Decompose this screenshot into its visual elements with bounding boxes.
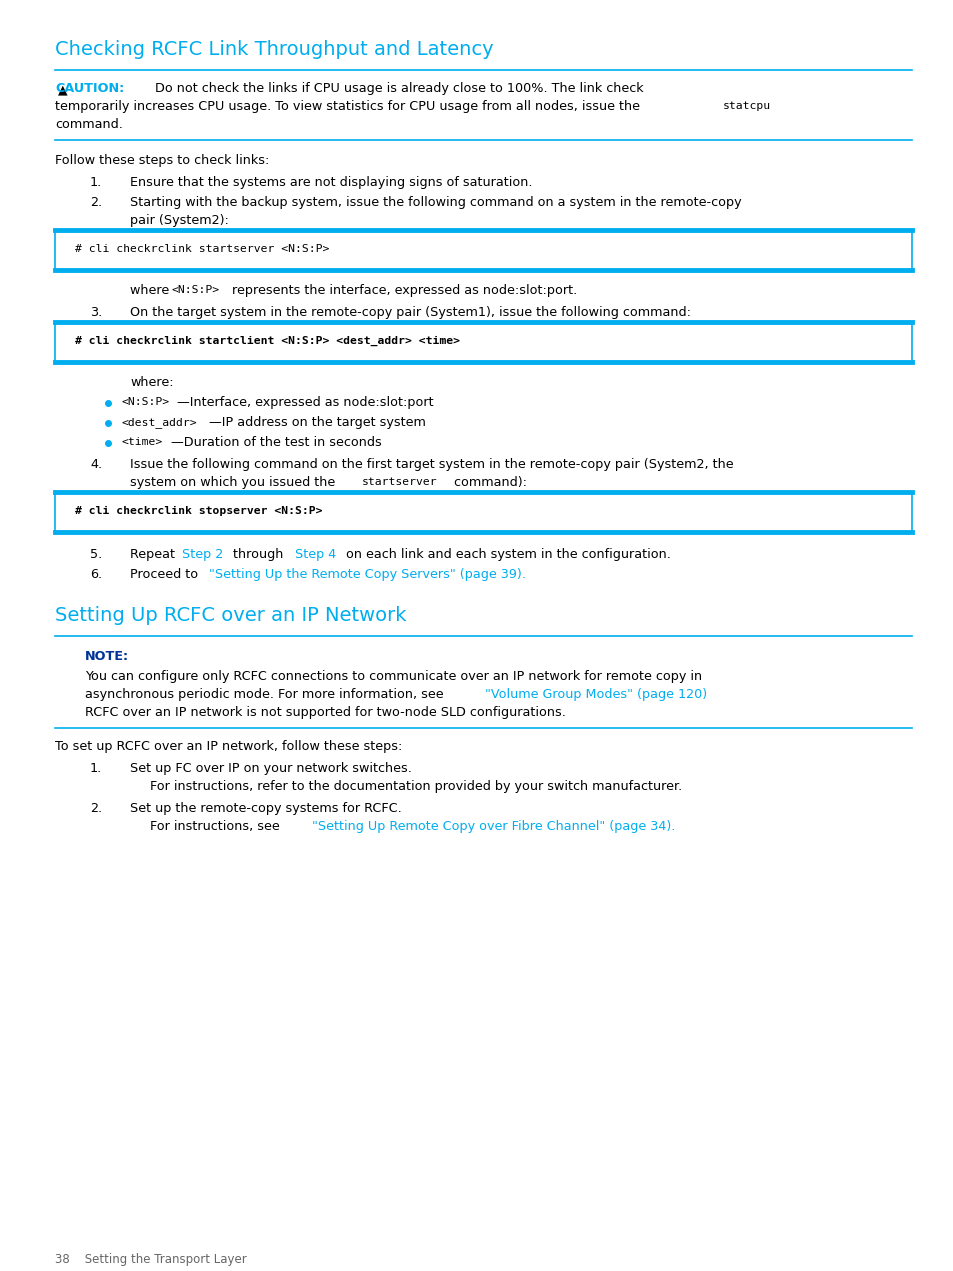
- Text: "Volume Group Modes" (page 120): "Volume Group Modes" (page 120): [484, 688, 706, 702]
- Text: Issue the following command on the first target system in the remote-copy pair (: Issue the following command on the first…: [130, 458, 733, 472]
- Text: Setting Up RCFC over an IP Network: Setting Up RCFC over an IP Network: [55, 606, 406, 625]
- Text: Repeat: Repeat: [130, 548, 179, 561]
- Text: command.: command.: [55, 118, 123, 131]
- Text: <time>: <time>: [122, 437, 163, 447]
- Text: # cli checkrclink stopserver <N:S:P>: # cli checkrclink stopserver <N:S:P>: [75, 506, 322, 516]
- Text: Step 2: Step 2: [182, 548, 223, 561]
- Text: asynchronous periodic mode. For more information, see: asynchronous periodic mode. For more inf…: [85, 688, 447, 702]
- Text: command):: command):: [450, 477, 526, 489]
- Text: "Setting Up the Remote Copy Servers" (page 39).: "Setting Up the Remote Copy Servers" (pa…: [209, 568, 525, 581]
- Text: 2.: 2.: [90, 802, 102, 815]
- Text: <dest_addr>: <dest_addr>: [122, 417, 197, 428]
- Text: CAUTION:: CAUTION:: [55, 83, 124, 95]
- Text: Set up FC over IP on your network switches.: Set up FC over IP on your network switch…: [130, 763, 412, 775]
- Text: 38    Setting the Transport Layer: 38 Setting the Transport Layer: [55, 1253, 247, 1266]
- Text: 4.: 4.: [90, 458, 102, 472]
- Text: "Setting Up Remote Copy over Fibre Channel" (page 34).: "Setting Up Remote Copy over Fibre Chann…: [312, 820, 675, 833]
- Text: —Interface, expressed as node:slot:port: —Interface, expressed as node:slot:port: [177, 397, 434, 409]
- Text: where:: where:: [130, 376, 173, 389]
- Text: 5.: 5.: [90, 548, 102, 561]
- Text: Starting with the backup system, issue the following command on a system in the : Starting with the backup system, issue t…: [130, 196, 740, 208]
- Text: 3.: 3.: [90, 306, 102, 319]
- Text: Ensure that the systems are not displaying signs of saturation.: Ensure that the systems are not displayi…: [130, 175, 532, 189]
- Text: pair (System2):: pair (System2):: [130, 214, 229, 228]
- Text: statcpu: statcpu: [722, 100, 770, 111]
- Text: —IP address on the target system: —IP address on the target system: [209, 416, 425, 430]
- Text: startserver: startserver: [361, 477, 437, 487]
- Text: represents the interface, expressed as node:slot:port.: represents the interface, expressed as n…: [228, 283, 577, 297]
- Text: Step 4: Step 4: [294, 548, 335, 561]
- Text: On the target system in the remote-copy pair (System1), issue the following comm: On the target system in the remote-copy …: [130, 306, 690, 319]
- Text: # cli checkrclink startserver <N:S:P>: # cli checkrclink startserver <N:S:P>: [75, 244, 329, 254]
- FancyBboxPatch shape: [55, 492, 911, 533]
- Text: 6.: 6.: [90, 568, 102, 581]
- Text: 2.: 2.: [90, 196, 102, 208]
- Text: For instructions, refer to the documentation provided by your switch manufacture: For instructions, refer to the documenta…: [150, 780, 681, 793]
- Text: <N:S:P>: <N:S:P>: [122, 397, 170, 407]
- Text: —Duration of the test in seconds: —Duration of the test in seconds: [171, 436, 381, 449]
- Text: You can configure only RCFC connections to communicate over an IP network for re: You can configure only RCFC connections …: [85, 670, 701, 683]
- Text: temporarily increases CPU usage. To view statistics for CPU usage from all nodes: temporarily increases CPU usage. To view…: [55, 100, 639, 113]
- Text: # cli checkrclink startclient <N:S:P> <dest_addr> <time>: # cli checkrclink startclient <N:S:P> <d…: [75, 336, 459, 346]
- Text: RCFC over an IP network is not supported for two-node SLD configurations.: RCFC over an IP network is not supported…: [85, 705, 565, 719]
- Text: through: through: [229, 548, 287, 561]
- Text: Follow these steps to check links:: Follow these steps to check links:: [55, 154, 269, 167]
- Text: <N:S:P>: <N:S:P>: [172, 285, 220, 295]
- FancyBboxPatch shape: [55, 322, 911, 362]
- Text: To set up RCFC over an IP network, follow these steps:: To set up RCFC over an IP network, follo…: [55, 740, 402, 752]
- Text: Proceed to: Proceed to: [130, 568, 202, 581]
- Text: ▲: ▲: [58, 83, 68, 97]
- Text: on each link and each system in the configuration.: on each link and each system in the conf…: [341, 548, 670, 561]
- Text: Checking RCFC Link Throughput and Latency: Checking RCFC Link Throughput and Latenc…: [55, 39, 493, 58]
- Text: For instructions, see: For instructions, see: [150, 820, 283, 833]
- Text: where: where: [130, 283, 173, 297]
- FancyBboxPatch shape: [55, 230, 911, 269]
- Text: 1.: 1.: [90, 175, 102, 189]
- Text: NOTE:: NOTE:: [85, 649, 129, 663]
- Text: Do not check the links if CPU usage is already close to 100%. The link check: Do not check the links if CPU usage is a…: [154, 83, 643, 95]
- Text: Set up the remote-copy systems for RCFC.: Set up the remote-copy systems for RCFC.: [130, 802, 401, 815]
- Text: system on which you issued the: system on which you issued the: [130, 477, 339, 489]
- Text: 1.: 1.: [90, 763, 102, 775]
